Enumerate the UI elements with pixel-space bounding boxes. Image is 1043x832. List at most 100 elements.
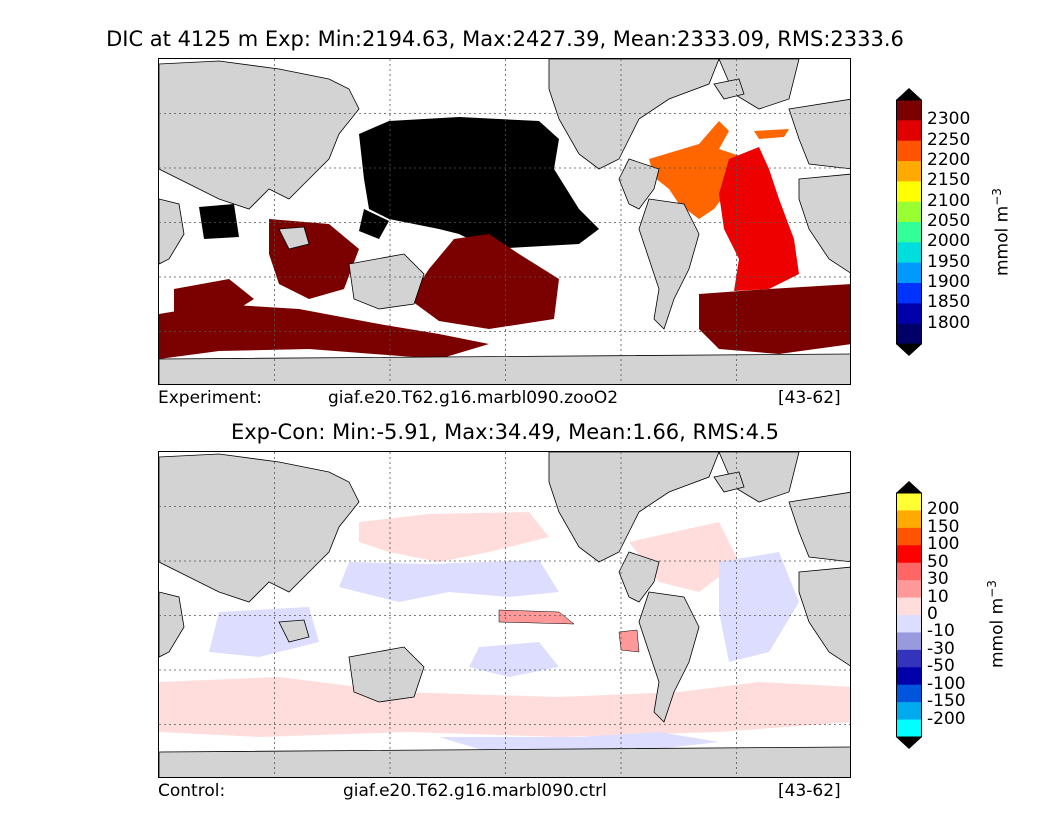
bottom-colorbar-tick-label: -30 bbox=[927, 638, 955, 659]
bottom-colorbar-swatch bbox=[896, 580, 922, 599]
bottom-fill-north-pacific-pos bbox=[359, 512, 549, 562]
top-fill-south-pacific bbox=[409, 234, 559, 329]
bottom-colorbar-tick-label: -200 bbox=[927, 708, 966, 729]
top-colorbar-swatch bbox=[896, 222, 922, 243]
bottom-colorbar bbox=[896, 481, 922, 749]
top-colorbar-swatch bbox=[896, 181, 922, 203]
top-gridlines bbox=[159, 59, 850, 384]
bottom-colorbar-tick-label: 50 bbox=[927, 551, 949, 572]
top-units-text: mmol m bbox=[992, 205, 1013, 276]
top-colorbar-tick-label: 2000 bbox=[927, 231, 971, 252]
top-colorbar-swatch bbox=[896, 201, 922, 223]
top-colorbar-tick-label: 2200 bbox=[927, 150, 971, 170]
top-map bbox=[158, 58, 851, 385]
bottom-fill-south-pos bbox=[159, 677, 850, 737]
bottom-colorbar-swatch bbox=[896, 545, 922, 564]
top-fill-southern-atlantic bbox=[699, 284, 850, 354]
bottom-colorbar-units: mmol m−3 bbox=[985, 580, 1008, 668]
bottom-colorbar-swatch bbox=[896, 562, 922, 581]
bottom-colorbar-swatch bbox=[896, 702, 922, 721]
bottom-colorbar-swatch bbox=[896, 510, 922, 529]
top-map-canvas bbox=[159, 59, 850, 384]
bottom-colorbar-tick-label: 200 bbox=[927, 499, 960, 520]
top-colorbar-swatch bbox=[896, 262, 922, 284]
bottom-gridlines bbox=[159, 452, 850, 777]
bottom-caption-label: Control: bbox=[158, 781, 226, 801]
bottom-units-exp: −3 bbox=[985, 580, 999, 598]
top-fill-north-pacific bbox=[359, 117, 599, 249]
top-map-title: DIC at 4125 m Exp: Min:2194.63, Max:2427… bbox=[106, 27, 904, 51]
top-colorbar-swatch bbox=[896, 323, 922, 345]
bottom-colorbar-tick-label: 10 bbox=[927, 586, 949, 607]
top-colorbar-swatch bbox=[896, 140, 922, 162]
bottom-colorbar-tick-label: 150 bbox=[927, 516, 960, 537]
bottom-colorbar-under-arrow bbox=[896, 737, 922, 749]
bottom-map-title: Exp-Con: Min:-5.91, Max:34.49, Mean:1.66… bbox=[230, 420, 780, 444]
bottom-colorbar-swatch bbox=[896, 597, 922, 616]
top-colorbar-tick-label: 1850 bbox=[927, 292, 971, 313]
bottom-colorbar-tick-label: -10 bbox=[927, 621, 955, 642]
top-colorbar-over-arrow bbox=[896, 88, 922, 100]
bottom-map-canvas bbox=[159, 452, 850, 777]
bottom-colorbar-over-arrow bbox=[896, 481, 922, 493]
top-colorbar-tick-label: 2150 bbox=[927, 170, 971, 191]
bottom-map bbox=[158, 451, 851, 778]
top-colorbar-tick-label: 1950 bbox=[927, 251, 971, 272]
top-colorbar bbox=[896, 88, 922, 356]
bottom-colorbar-tick-label: -150 bbox=[927, 691, 966, 712]
top-colorbar-tick-label: 2050 bbox=[927, 211, 971, 231]
bottom-colorbar-tick-label: -50 bbox=[927, 656, 955, 677]
top-fill-bay-bengal bbox=[199, 204, 239, 239]
bottom-land bbox=[159, 452, 850, 777]
bottom-fill-south-pacific-neg bbox=[469, 642, 559, 677]
bottom-fill-southern-neg bbox=[439, 732, 719, 752]
bottom-caption-case: giaf.e20.T62.g16.marbl090.ctrl bbox=[343, 781, 607, 801]
top-colorbar-swatches bbox=[896, 88, 922, 356]
bottom-fill-atlantic-pos bbox=[629, 522, 739, 592]
top-fill-west-indian bbox=[174, 279, 254, 321]
top-units-exp: −3 bbox=[990, 188, 1004, 206]
top-colorbar-tick-label: 2100 bbox=[927, 190, 971, 211]
bottom-colorbar-tick-label: -100 bbox=[927, 673, 966, 694]
top-colorbar-swatch bbox=[896, 283, 922, 304]
top-fill-west-pacific bbox=[359, 209, 389, 239]
top-caption-years: [43-62] bbox=[778, 388, 841, 408]
bottom-colorbar-swatches bbox=[896, 481, 922, 749]
top-fill-west-atlantic bbox=[754, 129, 789, 139]
bottom-colorbar-tick-label: 30 bbox=[927, 569, 949, 590]
bottom-units-text: mmol m bbox=[987, 597, 1008, 668]
bottom-caption-years: [43-62] bbox=[778, 781, 841, 801]
bottom-colorbar-swatch bbox=[896, 684, 922, 703]
top-colorbar-swatch bbox=[896, 303, 922, 325]
bottom-colorbar-swatch bbox=[896, 649, 922, 668]
bottom-fill-indian-neg bbox=[209, 607, 319, 657]
top-colorbar-frame bbox=[896, 99, 922, 345]
top-colorbar-tick-label: 1900 bbox=[927, 272, 971, 292]
top-colorbar-swatch bbox=[896, 161, 922, 182]
top-colorbar-swatch bbox=[896, 120, 922, 142]
bottom-colorbar-tick-label: 100 bbox=[927, 534, 960, 555]
top-colorbar-tick-label: 1800 bbox=[927, 312, 971, 333]
bottom-colorbar-frame bbox=[896, 492, 922, 738]
bottom-colorbar-tick-label: 0 bbox=[927, 604, 938, 624]
top-colorbar-tick-label: 2250 bbox=[927, 129, 971, 150]
bottom-fill-north-pacific-neg bbox=[339, 560, 559, 602]
top-caption-case: giaf.e20.T62.g16.marbl090.zooO2 bbox=[328, 388, 619, 408]
top-colorbar-swatch bbox=[896, 242, 922, 264]
bottom-colorbar-swatch bbox=[896, 719, 922, 738]
bottom-colorbar-swatch bbox=[896, 632, 922, 651]
top-fill-east-atlantic bbox=[719, 147, 799, 291]
bottom-fill-equator-pos bbox=[498, 609, 575, 625]
top-colorbar-units: mmol m−3 bbox=[990, 188, 1013, 276]
top-colorbar-tick-label: 2300 bbox=[927, 109, 971, 130]
top-land bbox=[159, 59, 850, 384]
top-colorbar-swatch bbox=[896, 100, 922, 121]
bottom-colorbar-swatch bbox=[896, 527, 922, 546]
top-colorbar-under-arrow bbox=[896, 344, 922, 356]
bottom-colorbar-swatch bbox=[896, 493, 922, 511]
top-caption-label: Experiment: bbox=[158, 388, 262, 408]
bottom-fill-atlantic-neg bbox=[719, 552, 799, 662]
bottom-fill-se-pacific-pos bbox=[618, 629, 640, 653]
bottom-colorbar-swatch bbox=[896, 667, 922, 686]
bottom-colorbar-swatch bbox=[896, 615, 922, 633]
